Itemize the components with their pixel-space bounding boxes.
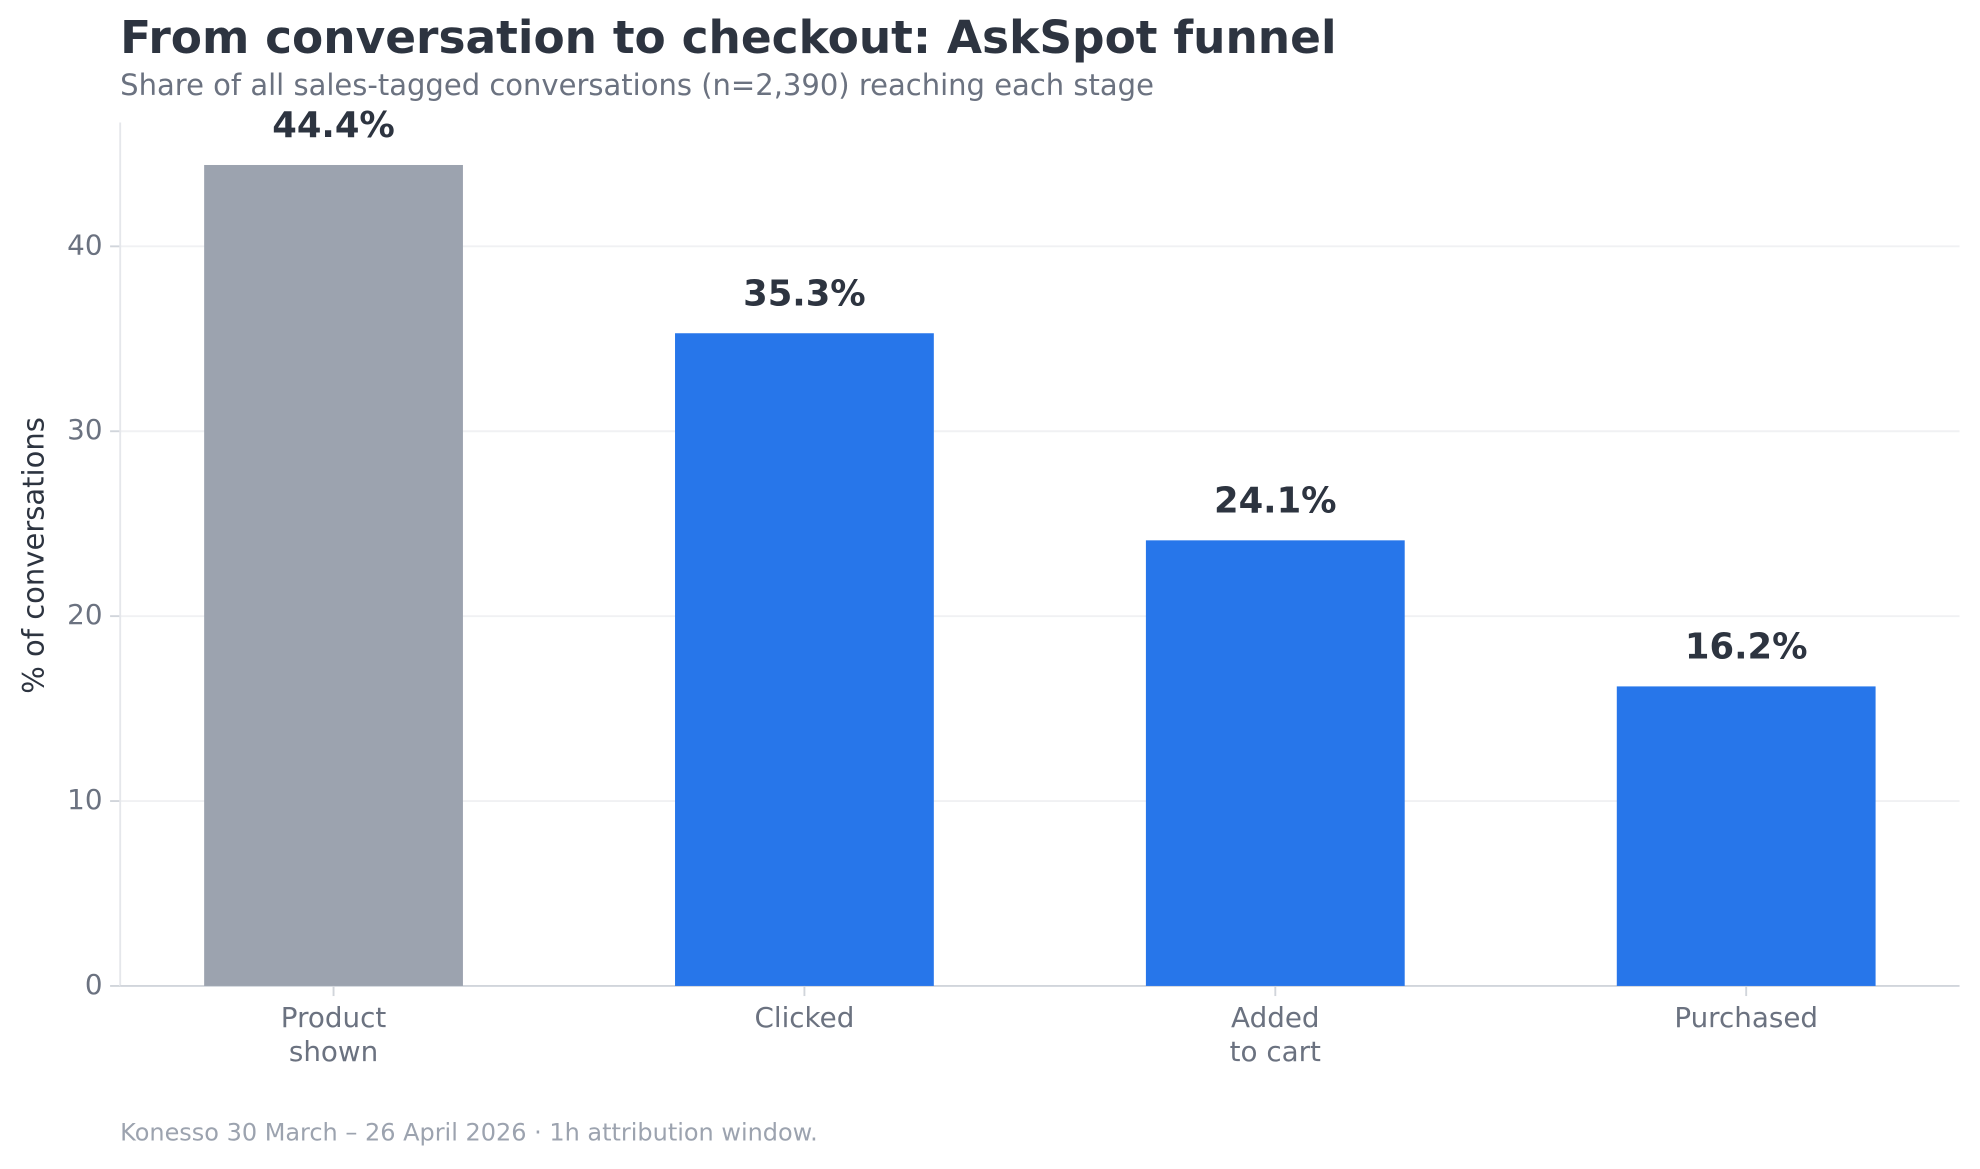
x-tick-label: Product shown	[281, 1001, 387, 1068]
y-tick-label: 0	[85, 968, 103, 1001]
chart-title: From conversation to checkout: AskSpot f…	[120, 11, 1336, 64]
y-tick-label: 30	[67, 413, 102, 446]
y-tick-label: 10	[67, 783, 102, 816]
x-tick-label: Added to cart	[1230, 1001, 1321, 1068]
value-label: 35.3%	[743, 273, 866, 314]
bar	[204, 164, 463, 986]
x-tick-label: Purchased	[1674, 1001, 1818, 1034]
chart-subtitle: Share of all sales-tagged conversations …	[120, 68, 1154, 102]
bar	[1616, 686, 1876, 986]
bar	[1145, 540, 1405, 986]
bar	[675, 333, 934, 986]
value-label: 24.1%	[1214, 480, 1337, 521]
value-label: 16.2%	[1685, 627, 1808, 668]
x-tick-label: Clicked	[754, 1001, 854, 1034]
y-tick-label: 20	[67, 598, 102, 631]
y-tick-label: 40	[67, 228, 102, 261]
value-label: 44.4%	[272, 105, 395, 146]
y-axis-label: % of conversations	[17, 417, 51, 694]
footnote: Konesso 30 March – 26 April 2026 · 1h at…	[120, 1119, 818, 1147]
